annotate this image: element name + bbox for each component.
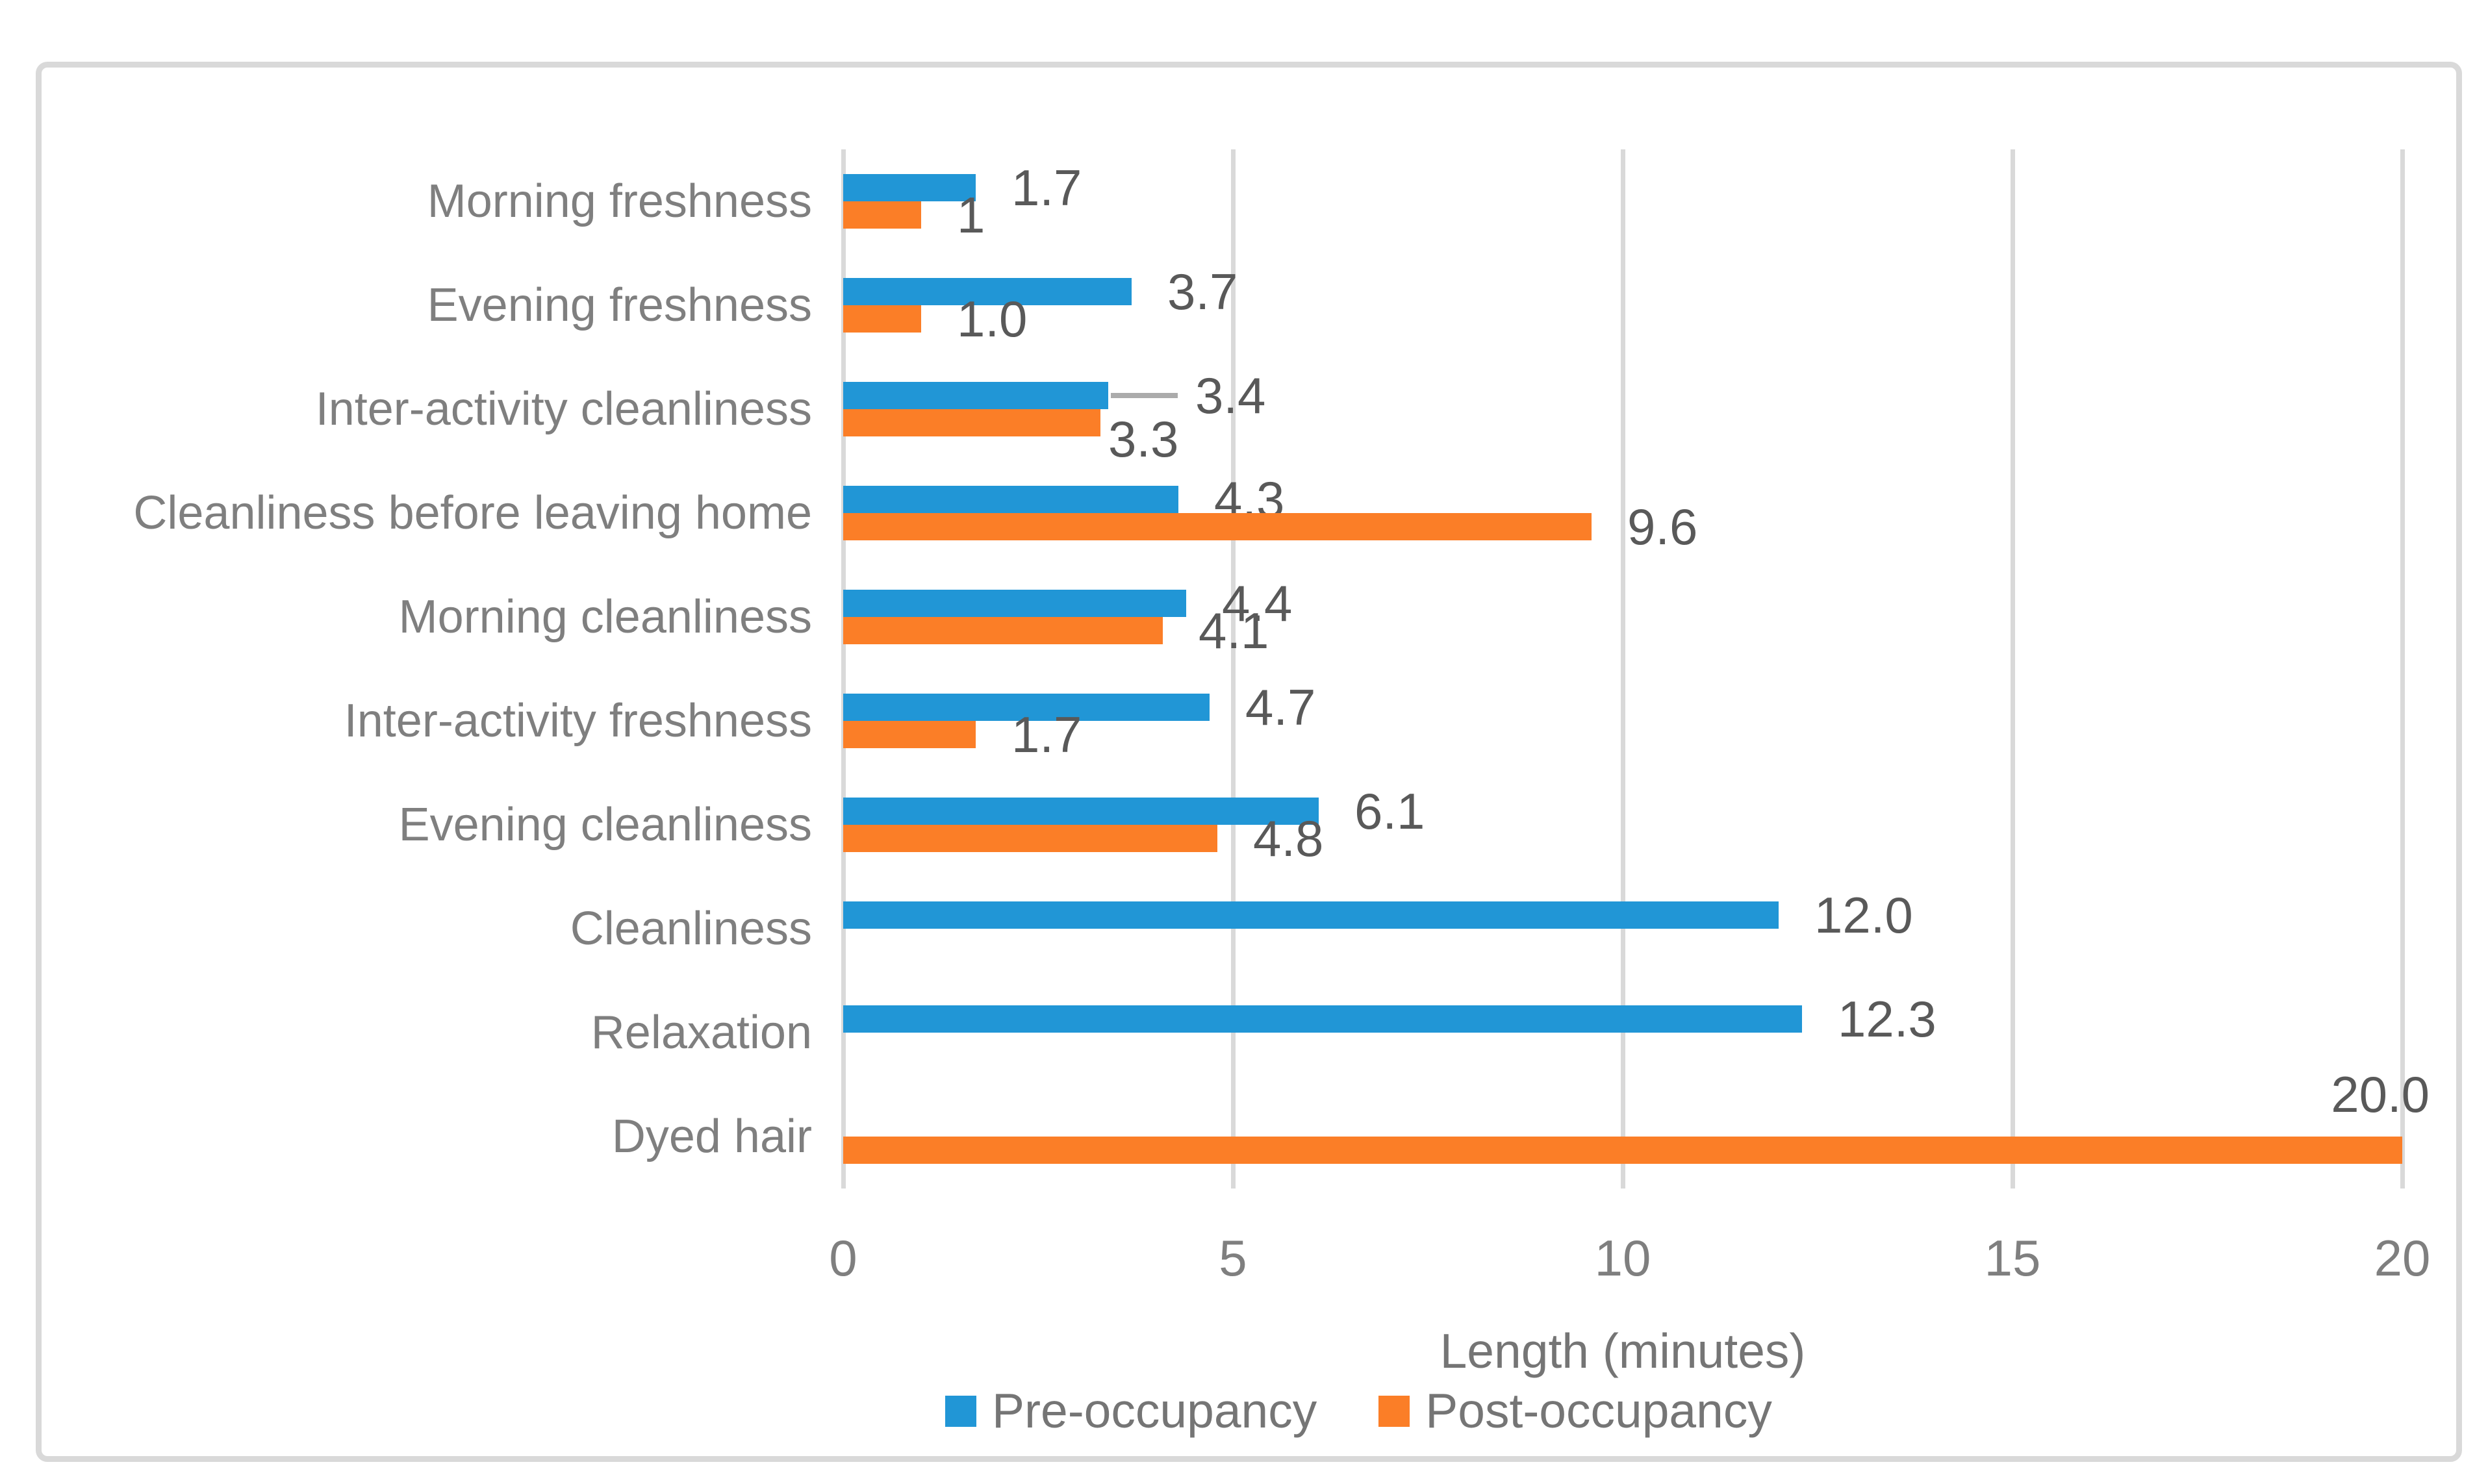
value-label-pre-6: 6.1 [1354, 783, 1425, 840]
post-occupancy-bar-3 [843, 513, 1592, 540]
x-tick-label-20: 20 [2374, 1229, 2431, 1287]
post-occupancy-bar-1 [843, 305, 921, 333]
x-axis-title: Length (minutes) [1440, 1324, 1806, 1378]
category-label-0: Morning freshness [427, 175, 812, 227]
category-label-7: Cleanliness [570, 903, 812, 955]
post-occupancy-bar-6 [843, 825, 1217, 852]
pre-occupancy-bar-4 [843, 590, 1186, 617]
category-label-8: Relaxation [590, 1007, 812, 1059]
leader-line-pre-2 [1111, 393, 1178, 398]
pre-occupancy-bar-3 [843, 486, 1178, 513]
x-tick-label-0: 0 [829, 1229, 857, 1287]
gridline-10 [1621, 149, 1625, 1188]
value-label-post-2: 3.3 [1108, 410, 1179, 468]
legend-swatch-pre-occupancy [945, 1395, 976, 1427]
gridline-0 [841, 149, 846, 1188]
x-tick-label-15: 15 [1984, 1229, 2041, 1287]
chart-border [36, 62, 2462, 1462]
value-label-pre-8: 12.3 [1838, 990, 1936, 1048]
category-label-5: Inter-activity freshness [344, 695, 812, 747]
category-label-2: Inter-activity cleanliness [315, 383, 812, 435]
gridline-5 [1231, 149, 1236, 1188]
pre-occupancy-bar-1 [843, 278, 1132, 305]
value-label-post-0: 1 [957, 186, 985, 244]
value-label-pre-7: 12.0 [1814, 887, 1913, 944]
post-occupancy-bar-9 [843, 1137, 2402, 1164]
pre-occupancy-bar-0 [843, 174, 976, 201]
gridline-15 [2011, 149, 2015, 1188]
post-occupancy-bar-0 [843, 201, 921, 229]
pre-occupancy-bar-5 [843, 694, 1210, 721]
x-tick-label-5: 5 [1219, 1229, 1247, 1287]
post-occupancy-bar-5 [843, 721, 976, 748]
pre-occupancy-bar-7 [843, 901, 1779, 929]
legend-swatch-post-occupancy [1378, 1395, 1410, 1427]
x-tick-label-10: 10 [1594, 1229, 1651, 1287]
category-label-6: Evening cleanliness [398, 799, 812, 851]
value-label-pre-0: 1.7 [1011, 159, 1082, 216]
post-occupancy-bar-2 [843, 409, 1100, 436]
legend-label-pre-occupancy: Pre-occupancy [992, 1383, 1317, 1438]
value-label-pre-2: 3.4 [1195, 367, 1266, 424]
value-label-post-9: 20.0 [2331, 1066, 2430, 1123]
pre-occupancy-bar-8 [843, 1005, 1802, 1033]
legend-item-pre-occupancy: Pre-occupancy [945, 1387, 1317, 1435]
value-label-post-5: 1.7 [1011, 706, 1082, 763]
value-label-post-3: 9.6 [1627, 498, 1698, 555]
value-label-pre-5: 4.7 [1245, 679, 1316, 736]
legend: Pre-occupancy Post-occupancy [945, 1387, 1772, 1435]
legend-label-post-occupancy: Post-occupancy [1425, 1383, 1772, 1438]
category-label-3: Cleanliness before leaving home [133, 487, 812, 539]
gridline-20 [2400, 149, 2405, 1188]
pre-occupancy-bar-6 [843, 798, 1319, 825]
value-label-post-6: 4.8 [1253, 810, 1324, 867]
value-label-post-4: 4.1 [1199, 602, 1269, 659]
legend-item-post-occupancy: Post-occupancy [1378, 1387, 1772, 1435]
value-label-post-1: 1.0 [957, 290, 1028, 347]
post-occupancy-bar-4 [843, 617, 1163, 644]
category-label-9: Dyed hair [611, 1111, 812, 1163]
pre-occupancy-bar-2 [843, 382, 1108, 409]
category-label-1: Evening freshness [427, 279, 812, 331]
category-label-4: Morning cleanliness [398, 591, 812, 643]
value-label-pre-4: 4.4 [1222, 575, 1293, 632]
value-label-pre-1: 3.7 [1167, 263, 1238, 320]
